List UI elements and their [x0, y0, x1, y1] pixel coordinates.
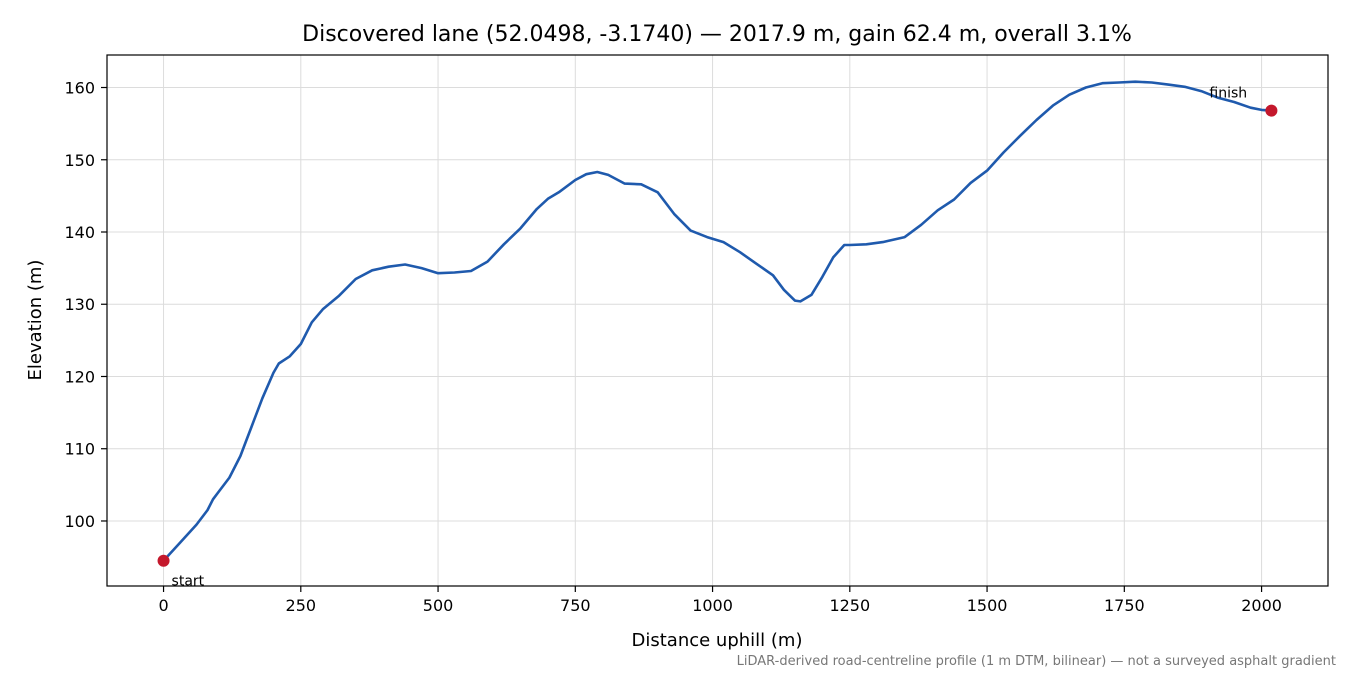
- start-label: start: [172, 574, 205, 590]
- elevation-series-line: [162, 80, 1272, 562]
- y-axis-label: Elevation (m): [25, 260, 46, 381]
- x-axis-label: Distance uphill (m): [632, 630, 803, 651]
- start-marker: [157, 554, 170, 567]
- x-tick-label: 1750: [1104, 596, 1145, 615]
- y-tick-label: 160: [64, 79, 95, 98]
- x-tick-label: 0: [158, 596, 168, 615]
- x-tick-label: 500: [423, 596, 454, 615]
- finish-marker: [1265, 104, 1278, 117]
- x-tick-label: 250: [286, 596, 317, 615]
- gridlines: [107, 55, 1328, 586]
- x-tick-label: 1500: [967, 596, 1008, 615]
- y-tick-label: 140: [64, 223, 95, 242]
- y-tick-label: 120: [64, 367, 95, 386]
- finish-label: finish: [1209, 86, 1247, 102]
- x-tick-label: 2000: [1241, 596, 1282, 615]
- axis-ticks: 0 250 500 750 1000 1250 1500 1750 2000 100 110 120 1…: [64, 79, 1281, 615]
- x-tick-label: 1000: [692, 596, 733, 615]
- chart-title: Discovered lane (52.0498, -3.1740) — 201…: [302, 22, 1132, 47]
- x-tick-label: 750: [560, 596, 591, 615]
- y-tick-label: 130: [64, 295, 95, 314]
- annotations: start finish: [157, 86, 1278, 590]
- footnote: LiDAR-derived road-centreline profile (1…: [737, 654, 1336, 669]
- y-tick-label: 100: [64, 512, 95, 531]
- plot-frame: [106, 54, 1329, 587]
- y-tick-label: 150: [64, 151, 95, 170]
- x-tick-label: 1250: [829, 596, 870, 615]
- y-tick-label: 110: [64, 440, 95, 459]
